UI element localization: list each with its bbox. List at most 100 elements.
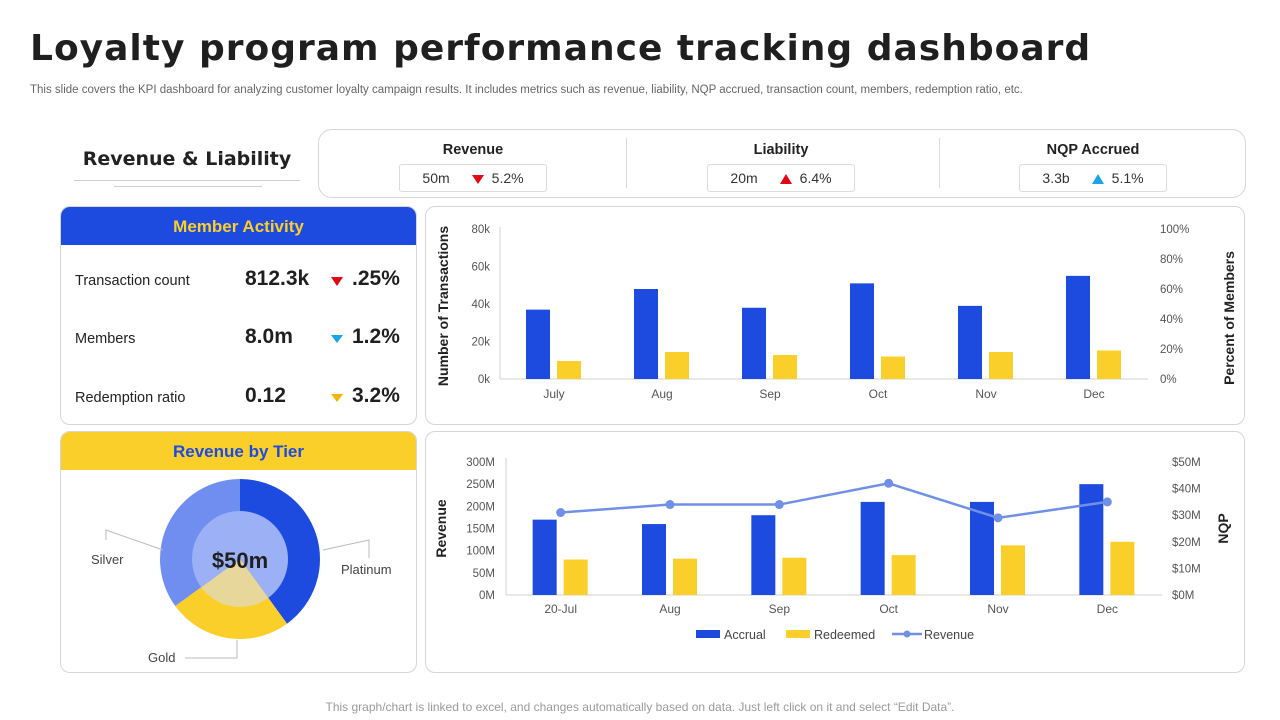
y-tick-label: 150M [466, 524, 495, 536]
members-percent-bar [881, 356, 905, 379]
kpi-value-box: 3.3b 5.1% [1019, 164, 1167, 192]
metric-label: Members [75, 331, 136, 347]
y-tick-label: 80k [471, 224, 490, 236]
members-percent-bar [773, 355, 797, 379]
kpi-label: Liability [753, 142, 809, 158]
y2-tick-label: $20M [1172, 537, 1201, 549]
members-percent-bar [989, 352, 1013, 379]
page-subtitle: This slide covers the KPI dashboard for … [30, 84, 1023, 96]
y-axis-title: Number of Transactions [435, 226, 451, 386]
x-tick-label: July [543, 387, 564, 401]
revenue-point [665, 500, 675, 510]
y-tick-label: 100M [466, 546, 495, 558]
kpi-value-box: 50m 5.2% [399, 164, 547, 192]
kpi-label: NQP Accrued [1046, 142, 1140, 158]
revenue-by-tier-header: Revenue by Tier [61, 432, 416, 470]
kpi-divider [939, 138, 940, 188]
transactions-bar [850, 283, 874, 379]
metric-label: Redemption ratio [75, 390, 186, 406]
y2-tick-label: $10M [1172, 563, 1201, 575]
y2-tick-label: $40M [1172, 484, 1201, 496]
revenue-point [884, 478, 894, 488]
metric-row-redemption-ratio: Redemption ratio 0.12 3.2% [75, 384, 405, 414]
down-arrow-icon [471, 174, 484, 184]
platinum-leader-line [322, 539, 370, 558]
kpi-revenue: Revenue 50m 5.2% [319, 130, 627, 197]
x-tick-label: Oct [869, 387, 888, 401]
metric-value: 8.0m [245, 325, 293, 348]
accrual-bar [970, 501, 994, 595]
members-percent-bar [557, 361, 581, 379]
y-tick-label: 300M [466, 457, 495, 469]
gold-leader-line [185, 640, 238, 659]
donut-inner-slice-gold [201, 559, 269, 607]
members-percent-bar [665, 352, 689, 379]
tier-label-platinum: Platinum [341, 562, 392, 577]
kpi-divider [626, 138, 627, 188]
y2-axis-title: Percent of Members [1221, 251, 1237, 385]
page-title: Loyalty program performance tracking das… [30, 28, 1092, 69]
metric-value: 0.12 [245, 384, 286, 407]
revenue-point [556, 508, 566, 518]
redeemed-bar [563, 559, 588, 595]
y-tick-label: 50M [473, 568, 495, 580]
y-tick-label: 60k [471, 262, 490, 274]
x-tick-label: Aug [651, 387, 672, 401]
metric-label: Transaction count [75, 273, 190, 289]
y-tick-label: 40k [471, 299, 490, 311]
revenue-chart: 0M 50M 100M 150M 200M 250M 300M $0M $10M $20M $30M… [433, 457, 1231, 642]
up-arrow-icon [1091, 174, 1104, 185]
y2-tick-label: 60% [1160, 284, 1183, 296]
y-tick-label: 200M [466, 501, 495, 513]
member-activity-header: Member Activity [61, 207, 416, 245]
revenue-chart-card: 0M 50M 100M 150M 200M 250M 300M $0M $10M $20M $30M… [425, 431, 1245, 673]
y-tick-label: 20k [471, 337, 490, 349]
metric-change: 1.2% [352, 325, 400, 348]
members-percent-bar [1097, 350, 1121, 379]
x-tick-label: 20-Jul [544, 602, 577, 616]
tier-donut-chart: Silver Platinum Gold $50m [91, 479, 392, 665]
revenue-by-tier-card: Revenue by Tier Silver Platinum Gold $50… [60, 431, 417, 673]
metric-row-members: Members 8.0m 1.2% [75, 325, 405, 355]
legend-accrual-label: Accrual [724, 628, 766, 642]
tier-label-silver: Silver [91, 552, 124, 567]
donut-inner-slice-platinum [240, 511, 288, 598]
redeemed-bar [673, 558, 697, 595]
legend-redeemed-label: Redeemed [814, 628, 875, 642]
y2-tick-label: 80% [1160, 254, 1183, 266]
kpi-bar: Revenue 50m 5.2% Liability 20m 6.4% NQP Ac… [318, 129, 1246, 198]
y-axis-title: Revenue [433, 499, 449, 558]
y2-tick-label: 100% [1160, 224, 1189, 236]
redeemed-bar [1110, 541, 1135, 595]
y-tick-label: 0k [478, 374, 490, 386]
up-arrow-icon [779, 174, 792, 185]
transactions-bar [958, 305, 982, 379]
down-arrow-icon [331, 394, 343, 402]
redeemed-bar [891, 555, 916, 595]
revenue-liability-title: Revenue & Liability [82, 148, 292, 170]
transactions-chart-card: 0k 20k 40k 60k 80k 0% 20% 40% 60% 80% 100% July Aug S… [425, 206, 1245, 425]
kpi-value: 3.3b [1042, 170, 1070, 186]
y2-tick-label: 40% [1160, 314, 1183, 326]
y-tick-label: 250M [466, 479, 495, 491]
transactions-bar [634, 289, 658, 379]
transactions-bar [526, 309, 550, 379]
transactions-bar [1066, 275, 1090, 379]
revenue-point [1102, 497, 1112, 507]
y-tick-label: 0M [479, 590, 495, 602]
donut-center-label: $50m [212, 548, 268, 573]
x-tick-label: Nov [975, 387, 996, 401]
accrual-bar [532, 519, 557, 595]
down-arrow-icon [331, 277, 343, 286]
accrual-bar [860, 501, 885, 595]
footer-note: This graph/chart is linked to excel, and… [325, 700, 955, 714]
transactions-bar [742, 307, 766, 379]
x-tick-label: Oct [879, 602, 898, 616]
redeemed-bar [1001, 545, 1025, 595]
y2-tick-label: $30M [1172, 510, 1201, 522]
metric-change: .25% [352, 267, 400, 290]
title-divider [74, 180, 300, 181]
x-tick-label: Dec [1083, 387, 1104, 401]
revenue-line [560, 481, 1108, 520]
kpi-value: 50m [422, 170, 450, 186]
